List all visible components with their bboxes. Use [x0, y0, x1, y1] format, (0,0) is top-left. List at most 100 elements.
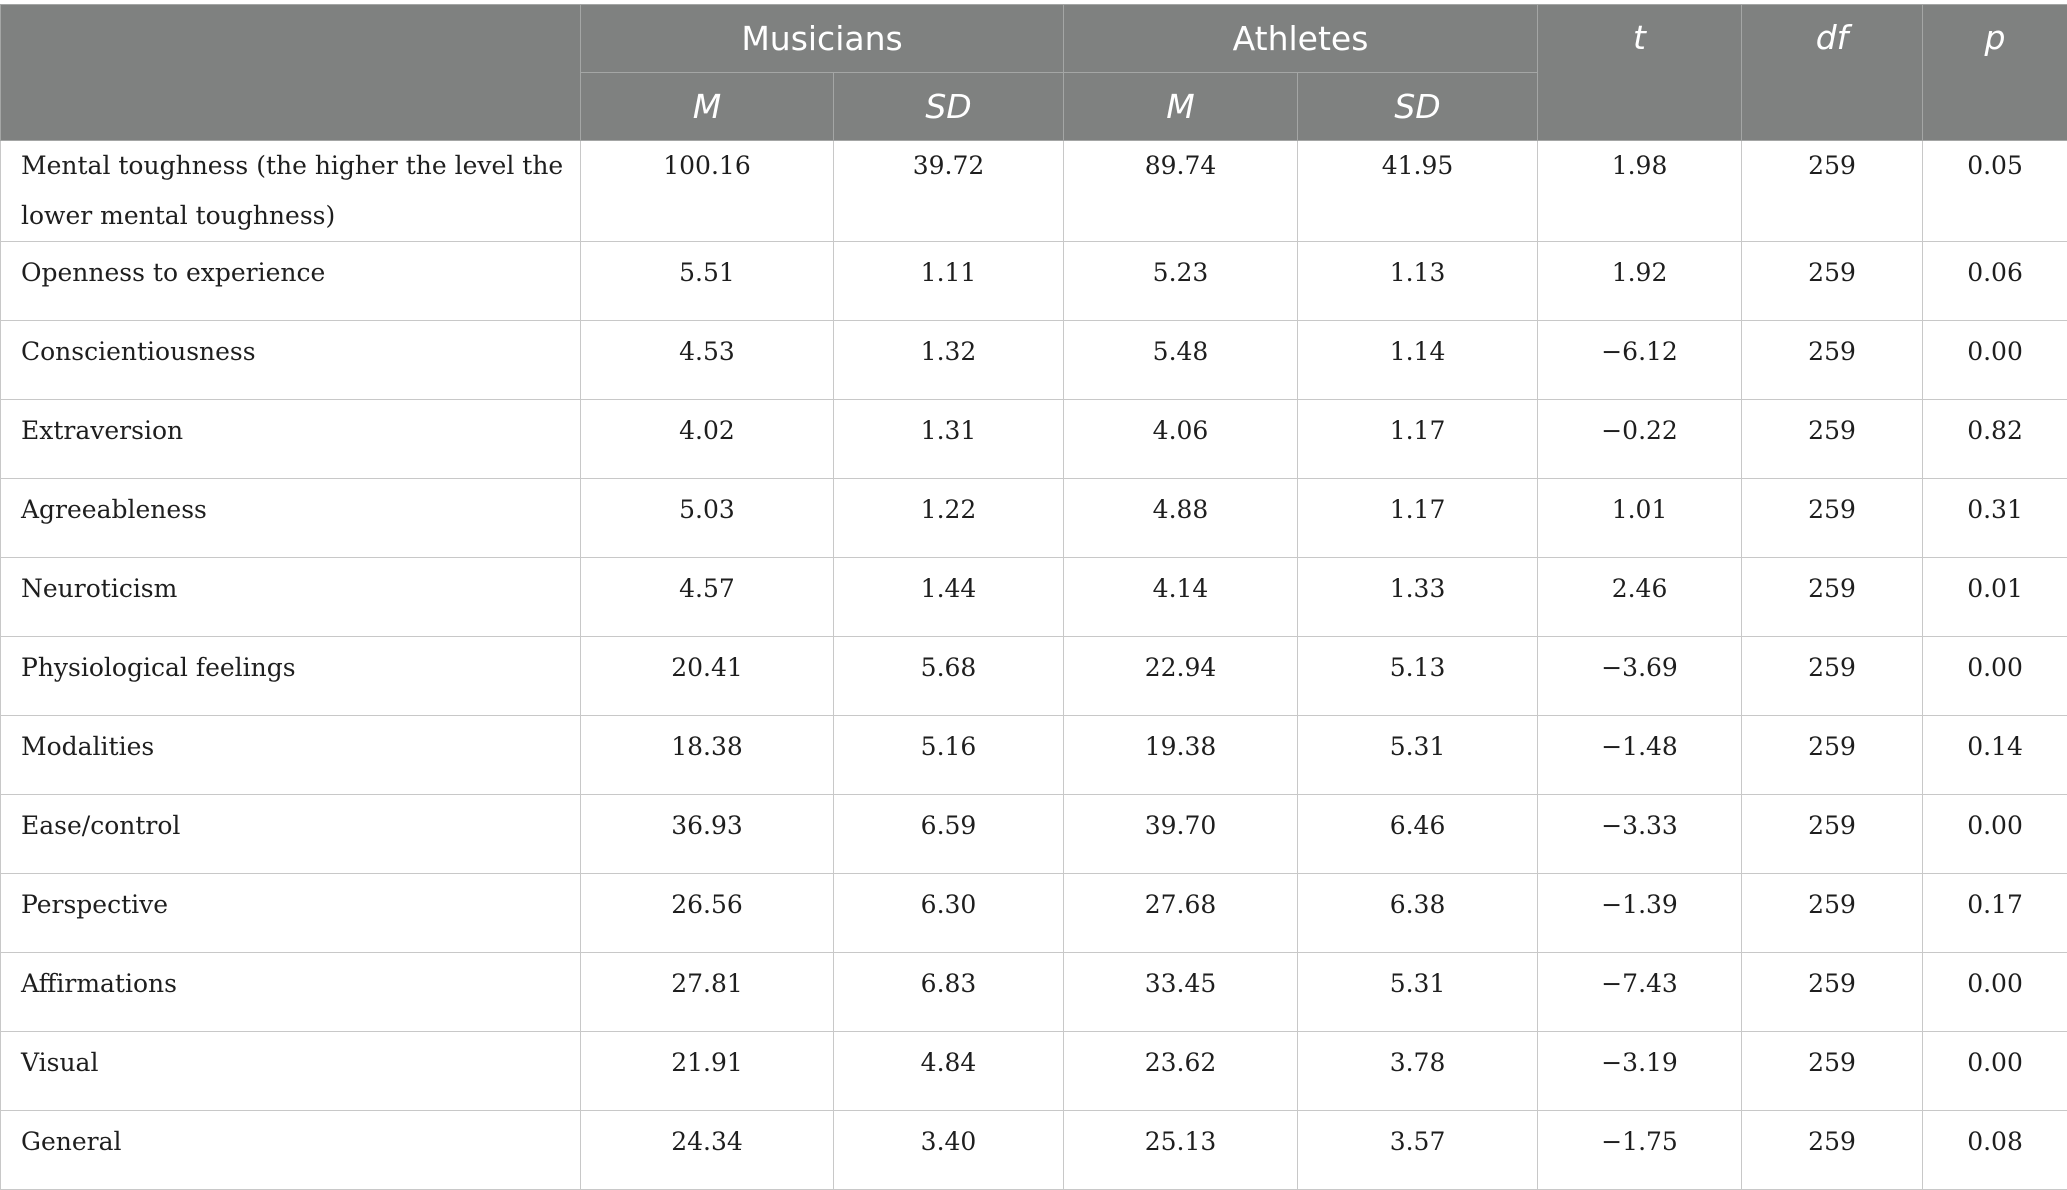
athletes-m-value: 39.70	[1064, 795, 1298, 874]
p-value: 0.17	[1923, 874, 2067, 953]
musicians-sd-value: 4.84	[834, 1032, 1064, 1111]
row-label: Conscientiousness	[1, 321, 581, 400]
t-value: −1.75	[1538, 1111, 1742, 1190]
df-value: 259	[1742, 637, 1923, 716]
p-value: 0.31	[1923, 479, 2067, 558]
t-value: 1.98	[1538, 141, 1742, 242]
header-musicians-sd: SD	[834, 73, 1064, 141]
table-row: Openness to experience 5.51 1.11 5.23 1.…	[1, 242, 2067, 321]
musicians-sd-value: 6.83	[834, 953, 1064, 1032]
row-label: Perspective	[1, 874, 581, 953]
header-t: t	[1538, 5, 1742, 141]
musicians-m-value: 24.34	[581, 1111, 834, 1190]
t-value: 1.92	[1538, 242, 1742, 321]
athletes-sd-value: 5.31	[1298, 716, 1538, 795]
row-label: Neuroticism	[1, 558, 581, 637]
p-value: 0.05	[1923, 141, 2067, 242]
table-row: Affirmations 27.81 6.83 33.45 5.31 −7.43…	[1, 953, 2067, 1032]
row-label: Visual	[1, 1032, 581, 1111]
table-row: Conscientiousness 4.53 1.32 5.48 1.14 −6…	[1, 321, 2067, 400]
p-value: 0.01	[1923, 558, 2067, 637]
athletes-m-value: 5.23	[1064, 242, 1298, 321]
table-row: Modalities 18.38 5.16 19.38 5.31 −1.48 2…	[1, 716, 2067, 795]
musicians-m-value: 36.93	[581, 795, 834, 874]
df-value: 259	[1742, 479, 1923, 558]
t-value: −3.69	[1538, 637, 1742, 716]
athletes-m-value: 4.88	[1064, 479, 1298, 558]
row-label: Physiological feelings	[1, 637, 581, 716]
athletes-m-value: 25.13	[1064, 1111, 1298, 1190]
table-row: Perspective 26.56 6.30 27.68 6.38 −1.39 …	[1, 874, 2067, 953]
athletes-sd-value: 6.38	[1298, 874, 1538, 953]
athletes-sd-value: 3.78	[1298, 1032, 1538, 1111]
athletes-m-value: 27.68	[1064, 874, 1298, 953]
athletes-sd-value: 6.46	[1298, 795, 1538, 874]
musicians-sd-value: 39.72	[834, 141, 1064, 242]
header-df: df	[1742, 5, 1923, 141]
t-value: −7.43	[1538, 953, 1742, 1032]
row-label: Affirmations	[1, 953, 581, 1032]
df-value: 259	[1742, 716, 1923, 795]
t-value: 2.46	[1538, 558, 1742, 637]
header-variable-cell	[1, 5, 581, 141]
t-value: 1.01	[1538, 479, 1742, 558]
musicians-sd-value: 1.11	[834, 242, 1064, 321]
table-header: Musicians Athletes t df p M SD M SD	[1, 5, 2067, 141]
df-value: 259	[1742, 321, 1923, 400]
header-musicians: Musicians	[581, 5, 1064, 73]
musicians-m-value: 20.41	[581, 637, 834, 716]
row-label: Ease/control	[1, 795, 581, 874]
t-value: −1.39	[1538, 874, 1742, 953]
athletes-m-value: 33.45	[1064, 953, 1298, 1032]
p-value: 0.82	[1923, 400, 2067, 479]
musicians-m-value: 27.81	[581, 953, 834, 1032]
df-value: 259	[1742, 242, 1923, 321]
table-row: Visual 21.91 4.84 23.62 3.78 −3.19 259 0…	[1, 1032, 2067, 1111]
athletes-sd-value: 5.13	[1298, 637, 1538, 716]
musicians-m-value: 4.53	[581, 321, 834, 400]
athletes-m-value: 23.62	[1064, 1032, 1298, 1111]
df-value: 259	[1742, 953, 1923, 1032]
musicians-sd-value: 1.44	[834, 558, 1064, 637]
table-row: Physiological feelings 20.41 5.68 22.94 …	[1, 637, 2067, 716]
p-value: 0.08	[1923, 1111, 2067, 1190]
p-value: 0.00	[1923, 953, 2067, 1032]
athletes-sd-value: 1.17	[1298, 479, 1538, 558]
header-p: p	[1923, 5, 2067, 141]
t-value: −6.12	[1538, 321, 1742, 400]
musicians-m-value: 5.03	[581, 479, 834, 558]
musicians-sd-value: 3.40	[834, 1111, 1064, 1190]
row-label: Openness to experience	[1, 242, 581, 321]
df-value: 259	[1742, 1032, 1923, 1111]
p-value: 0.00	[1923, 637, 2067, 716]
musicians-m-value: 4.02	[581, 400, 834, 479]
athletes-sd-value: 1.13	[1298, 242, 1538, 321]
t-value: −3.33	[1538, 795, 1742, 874]
p-value: 0.14	[1923, 716, 2067, 795]
athletes-m-value: 19.38	[1064, 716, 1298, 795]
athletes-sd-value: 1.14	[1298, 321, 1538, 400]
header-athletes-m: M	[1064, 73, 1298, 141]
table-row: General 24.34 3.40 25.13 3.57 −1.75 259 …	[1, 1111, 2067, 1190]
musicians-m-value: 21.91	[581, 1032, 834, 1111]
musicians-m-value: 4.57	[581, 558, 834, 637]
df-value: 259	[1742, 400, 1923, 479]
athletes-m-value: 5.48	[1064, 321, 1298, 400]
musicians-sd-value: 1.22	[834, 479, 1064, 558]
row-label: Extraversion	[1, 400, 581, 479]
p-value: 0.00	[1923, 1032, 2067, 1111]
row-label: Agreeableness	[1, 479, 581, 558]
athletes-sd-value: 3.57	[1298, 1111, 1538, 1190]
musicians-m-value: 26.56	[581, 874, 834, 953]
musicians-sd-value: 6.59	[834, 795, 1064, 874]
musicians-m-value: 18.38	[581, 716, 834, 795]
table-row: Agreeableness 5.03 1.22 4.88 1.17 1.01 2…	[1, 479, 2067, 558]
musicians-sd-value: 6.30	[834, 874, 1064, 953]
row-label: General	[1, 1111, 581, 1190]
athletes-sd-value: 41.95	[1298, 141, 1538, 242]
athletes-sd-value: 1.17	[1298, 400, 1538, 479]
t-value: −1.48	[1538, 716, 1742, 795]
athletes-sd-value: 1.33	[1298, 558, 1538, 637]
p-value: 0.06	[1923, 242, 2067, 321]
musicians-sd-value: 1.32	[834, 321, 1064, 400]
